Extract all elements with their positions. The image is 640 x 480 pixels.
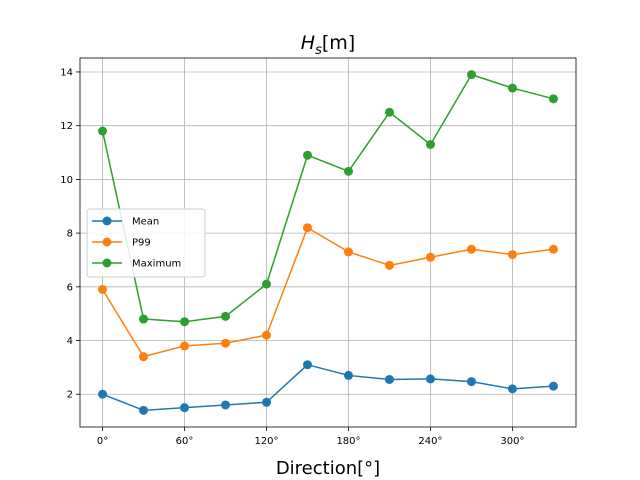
legend-label-maximum: Maximum: [132, 259, 181, 270]
data-point-p99: [384, 260, 394, 270]
data-point-p99: [425, 252, 435, 262]
data-point-mean: [262, 397, 272, 407]
legend-label-mean: Mean: [132, 217, 159, 228]
chart-title-unit: [m]: [322, 32, 355, 54]
data-point-p99: [139, 352, 149, 362]
y-tick-label: 4: [67, 336, 73, 347]
ticks-layer: 0° 60° 120° 180° 240° 300° 2 4 6 8 10 12 14: [60, 67, 524, 447]
data-point-p99: [180, 341, 190, 351]
chart-title-sub: s: [315, 43, 322, 58]
data-point-mean: [180, 403, 190, 413]
x-tick-label: 300°: [500, 436, 524, 447]
x-tick-label: 120°: [254, 436, 278, 447]
series-line-mean: [102, 363, 554, 412]
legend-marker-p99: [102, 237, 112, 247]
y-tick-label: 10: [60, 175, 73, 186]
x-axis-label: Direction[°]: [276, 458, 380, 479]
data-point-mean: [221, 400, 231, 410]
legend-label-p99: P99: [132, 238, 151, 249]
data-point-p99: [548, 244, 558, 254]
data-point-p99: [221, 338, 231, 348]
data-point-mean: [425, 374, 435, 384]
y-tick-label: 14: [60, 67, 73, 78]
y-tick-label: 8: [67, 229, 73, 240]
y-tick-label: 12: [60, 121, 73, 132]
data-point-maximum: [98, 126, 108, 136]
x-tick-label: 180°: [336, 436, 360, 447]
data-point-mean: [139, 405, 149, 415]
data-point-maximum: [262, 279, 272, 289]
data-point-maximum: [139, 314, 149, 324]
data-point-maximum: [425, 139, 435, 149]
data-point-maximum: [303, 150, 313, 160]
data-point-mean: [98, 389, 108, 399]
y-tick-label: 6: [67, 282, 73, 293]
data-point-maximum: [507, 83, 517, 93]
x-tick-label: 0°: [97, 436, 108, 447]
data-point-p99: [343, 247, 353, 257]
data-point-p99: [466, 244, 476, 254]
legend-marker-mean: [102, 216, 112, 226]
data-point-p99: [262, 330, 272, 340]
x-tick-label: 60°: [176, 436, 194, 447]
data-point-maximum: [221, 311, 231, 321]
data-point-maximum: [180, 317, 190, 327]
data-point-p99: [98, 284, 108, 294]
data-point-mean: [548, 381, 558, 391]
axes-frame: [79, 57, 577, 428]
y-tick-label: 2: [67, 390, 73, 401]
data-point-mean: [303, 360, 313, 370]
chart-title: Hs[m]: [301, 32, 355, 58]
series-line-maximum: [101, 73, 554, 323]
legend-marker-maximum: [102, 258, 112, 268]
data-point-maximum: [384, 107, 394, 117]
data-point-maximum: [343, 166, 353, 176]
series-layer: [98, 70, 558, 415]
data-point-p99: [303, 223, 313, 233]
legend: Mean P99 Maximum: [86, 208, 206, 278]
data-point-mean: [507, 384, 517, 394]
data-point-maximum: [466, 70, 476, 80]
data-point-mean: [343, 370, 353, 380]
chart-title-main: H: [301, 32, 315, 54]
data-point-mean: [466, 377, 476, 387]
data-point-p99: [507, 250, 517, 260]
data-point-maximum: [548, 94, 558, 104]
data-point-mean: [384, 374, 394, 384]
series-line-p99: [101, 226, 554, 358]
x-tick-label: 240°: [418, 436, 442, 447]
legend-box: [86, 208, 206, 278]
